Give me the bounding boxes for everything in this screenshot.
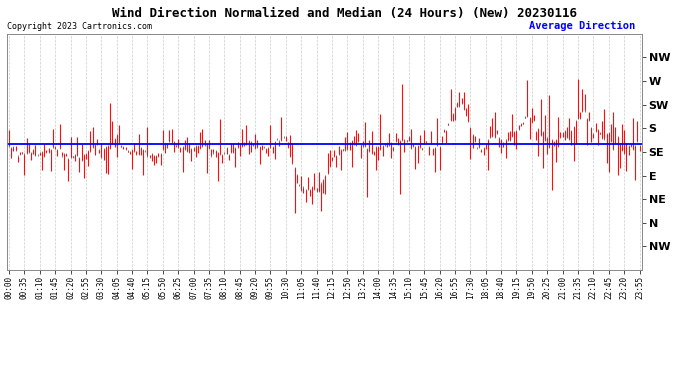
Text: Copyright 2023 Cartronics.com: Copyright 2023 Cartronics.com [7,22,152,32]
Text: Average Direction: Average Direction [529,21,635,32]
Text: Wind Direction Normalized and Median (24 Hours) (New) 20230116: Wind Direction Normalized and Median (24… [112,8,578,21]
